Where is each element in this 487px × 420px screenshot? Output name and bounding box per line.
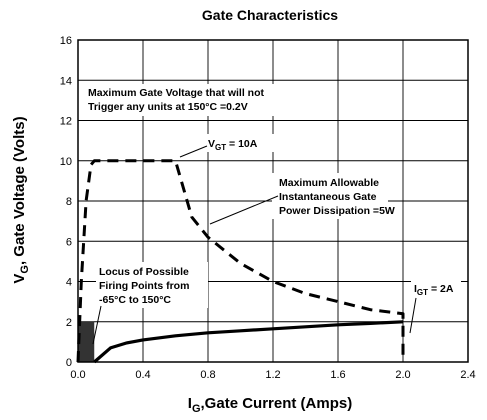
y-tick-label: 2 [66, 317, 72, 329]
y-tick-label: 12 [60, 116, 72, 128]
series-line-dashed [76, 159, 405, 363]
vgt-rest: = 10A [226, 138, 258, 150]
series-group [76, 159, 405, 364]
max-voltage-annotation-line1: Maximum Gate Voltage that will not [88, 87, 264, 99]
igt-annotation-bg [411, 280, 461, 298]
plot-frame [77, 39, 469, 363]
x-tick-label: 0.4 [135, 369, 150, 381]
y-tick-label: 14 [60, 75, 72, 87]
x-tick-label: 0.8 [200, 369, 215, 381]
y-tick-label: 6 [66, 236, 72, 248]
y-axis-label: VG, Gate Voltage (Volts) [11, 116, 31, 283]
vgt-arrow [179, 145, 208, 158]
x-axis-label-main: I [188, 395, 192, 412]
igt-sub: GT [417, 288, 428, 297]
power-arrow [209, 195, 279, 225]
x-tick-label: 1.6 [330, 369, 345, 381]
y-axis-label-main: V [11, 274, 28, 284]
igt-annotation: IGT = 2A [414, 283, 454, 297]
y-tick-label: 16 [60, 35, 72, 47]
x-tick-label: 0.0 [70, 369, 85, 381]
max-voltage-annotation-line2: Trigger any units at 150°C =0.2V [88, 101, 248, 113]
y-axis-label-rest: , Gate Voltage (Volts) [11, 116, 28, 265]
x-tick-label: 2.0 [395, 369, 410, 381]
x-axis-label-sub: G [192, 403, 201, 415]
locus-arrow [92, 305, 102, 345]
locus-annotation-line3: -65°C to 150°C [99, 294, 171, 306]
y-tick-label: 8 [66, 196, 72, 208]
vgt-annotation: VGT = 10A [208, 138, 258, 152]
x-axis-label-rest: ,Gate Current (Amps) [201, 395, 353, 412]
y-tick-label: 10 [60, 156, 72, 168]
power-annotation-line2: Instantaneous Gate [279, 191, 377, 203]
locus-annotation-bg [96, 262, 208, 308]
igt-arrow [409, 297, 417, 334]
y-tick-label: 4 [66, 277, 72, 289]
igt-rest: = 2A [428, 283, 454, 295]
y-tick-label: 0 [66, 357, 72, 369]
chart-title: Gate Characteristics [202, 7, 338, 23]
firing-region [78, 321, 95, 362]
x-tick-labels: 0.0 0.4 0.8 1.2 1.6 2.0 2.4 [70, 369, 475, 381]
x-axis-label: IG,Gate Current (Amps) [188, 395, 352, 415]
y-axis-label-sub: G [19, 265, 31, 274]
power-annotation-bg [272, 173, 388, 219]
locus-annotation-line2: Firing Points from [99, 280, 189, 292]
power-annotation-line3: Power Dissipation =5W [279, 205, 395, 217]
x-tick-label: 1.2 [265, 369, 280, 381]
x-tick-label: 2.4 [460, 369, 475, 381]
locus-annotation-line1: Locus of Possible [99, 266, 189, 278]
y-tick-labels: 0 2 4 6 8 10 12 14 16 [60, 35, 72, 369]
vgt-main: V [208, 138, 215, 150]
vgt-annotation-bg [205, 134, 275, 152]
max-voltage-annotation-bg [84, 84, 308, 116]
series-line-solid [93, 320, 404, 364]
firing-region-group [78, 321, 95, 362]
igt-main: I [414, 283, 417, 295]
vgt-sub: GT [215, 143, 226, 152]
power-annotation-line1: Maximum Allowable [279, 177, 379, 189]
